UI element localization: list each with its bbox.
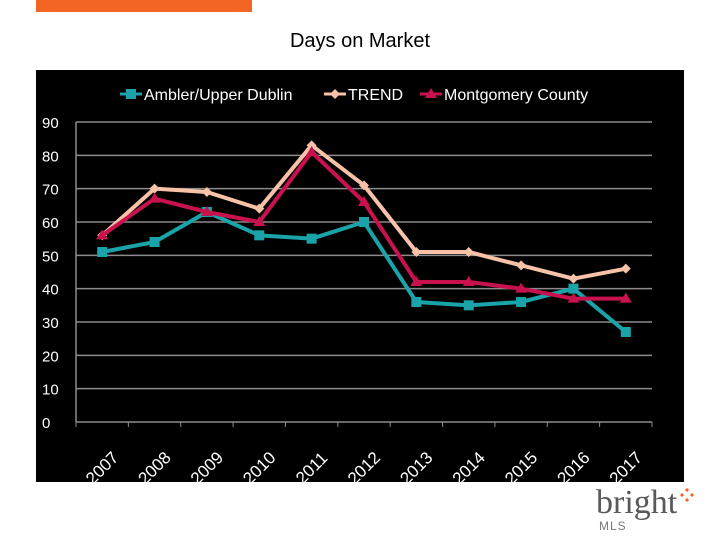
y-tick-label-30: 30: [42, 315, 59, 332]
data-point-s0-2016: [568, 283, 579, 294]
data-point-s2-2011: [305, 146, 318, 156]
data-point-s2-2013: [410, 276, 423, 286]
data-point-s0-2015: [516, 297, 527, 307]
legend-marker-2: [425, 88, 437, 98]
x-tick-label-2008: 2008: [135, 448, 175, 482]
x-tick-label-2011: 2011: [292, 448, 331, 482]
x-tick-label-2012: 2012: [344, 448, 384, 482]
data-point-s2-2008: [148, 192, 161, 203]
data-point-s0-2007: [97, 247, 108, 257]
y-tick-label-80: 80: [42, 148, 59, 165]
data-point-s1-2009: [201, 187, 212, 197]
legend-marker-1: [330, 89, 340, 99]
x-tick-label-2015: 2015: [501, 448, 541, 482]
data-point-s1-2015: [516, 260, 527, 271]
data-point-s0-2012: [359, 217, 369, 227]
x-tick-label-2009: 2009: [187, 448, 227, 482]
y-tick-label-60: 60: [42, 215, 59, 232]
data-point-s2-2010: [253, 216, 266, 226]
data-point-s1-2008: [149, 183, 160, 194]
data-point-s0-2014: [463, 300, 474, 311]
y-tick-label-10: 10: [42, 382, 59, 399]
brand-accent-bar: [36, 0, 252, 12]
x-tick-label-2013: 2013: [396, 448, 436, 482]
data-point-s1-2016: [568, 273, 579, 284]
logo-subtext: MLS: [599, 519, 627, 533]
data-point-s0-2013: [411, 297, 422, 307]
data-point-s2-2009: [200, 206, 213, 216]
data-point-s0-2008: [149, 237, 160, 247]
x-tick-label-2014: 2014: [449, 448, 489, 482]
legend-label-1: TREND: [348, 87, 403, 104]
data-point-s2-2014: [462, 276, 475, 286]
data-point-s2-2012: [358, 196, 370, 206]
data-point-s2-2017: [619, 292, 632, 303]
data-point-s1-2014: [463, 247, 474, 257]
bright-mls-logo: bright MLS: [596, 486, 706, 536]
chart-background: [36, 70, 684, 482]
page-title: Days on Market: [289, 30, 431, 52]
data-point-s2-2007: [96, 229, 109, 240]
logo-sparkle-icon: [680, 488, 694, 502]
line-chart: 0 10 20 30 40 50 60 70 80 90 2007 2008 2009 2010 2011 2…: [42, 87, 653, 482]
legend-label-2: Montgomery County: [444, 87, 588, 104]
legend-label-0: Ambler/Upper Dublin: [144, 87, 293, 104]
data-point-s0-2011: [306, 233, 317, 244]
data-point-s0-2017: [620, 327, 631, 337]
data-point-s1-2013: [411, 247, 422, 257]
data-point-s2-2016: [567, 292, 580, 303]
y-tick-label-70: 70: [42, 182, 59, 199]
data-point-s0-2010: [254, 230, 265, 241]
legend-marker-0: [126, 89, 136, 99]
series-line-1: [100, 143, 627, 281]
y-tick-label-90: 90: [42, 115, 59, 132]
y-tick-label-40: 40: [42, 282, 59, 299]
data-point-s1-2011: [306, 140, 317, 151]
x-tick-label-2017: 2017: [606, 448, 646, 482]
y-tick-label-20: 20: [42, 348, 59, 365]
logo-wordmark: bright: [596, 484, 678, 521]
data-point-s2-2015: [515, 282, 528, 293]
y-tick-label-50: 50: [42, 248, 59, 265]
x-tick-label-2016: 2016: [553, 448, 593, 482]
y-tick-label-0: 0: [42, 415, 50, 432]
data-point-s1-2017: [620, 263, 631, 274]
x-tick-label-2010: 2010: [239, 448, 279, 482]
data-point-s1-2012: [359, 180, 369, 191]
x-tick-label-2007: 2007: [82, 448, 122, 482]
